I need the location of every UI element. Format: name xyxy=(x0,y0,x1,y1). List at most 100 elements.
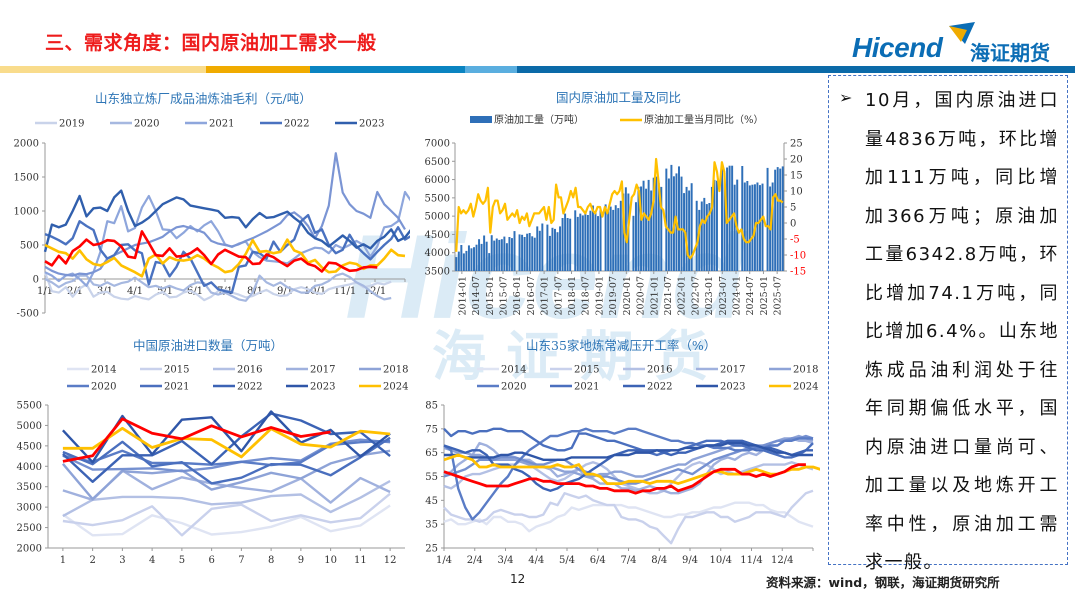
legend-label-2021: 2021 xyxy=(164,382,189,393)
bar xyxy=(655,176,658,271)
logo-arrow-icon xyxy=(949,22,975,44)
bar xyxy=(650,190,653,271)
bar xyxy=(586,215,589,271)
bar xyxy=(554,228,556,271)
series-line-2020 xyxy=(44,272,392,302)
series-line-2023 xyxy=(444,441,813,462)
bar xyxy=(766,167,769,271)
series-line-2025 xyxy=(62,417,331,463)
bar xyxy=(609,206,612,271)
bar xyxy=(589,210,592,271)
x-tick-label: 2014-07 xyxy=(471,276,482,315)
y-left-tick-label: 5000 xyxy=(425,212,450,223)
x-tick-label: 4 xyxy=(149,555,155,566)
y-tick-label: 2000 xyxy=(17,544,42,555)
y-tick-label: 3000 xyxy=(17,503,42,514)
bar xyxy=(645,188,648,271)
bar xyxy=(667,178,670,271)
bar xyxy=(756,182,759,271)
series-line-2018 xyxy=(61,449,391,501)
y-tick-label: 35 xyxy=(425,520,438,531)
x-tick-label: 9 xyxy=(298,555,304,566)
bar xyxy=(748,185,751,271)
x-tick-label: 2024-07 xyxy=(745,276,756,315)
bar xyxy=(597,216,599,271)
bar xyxy=(642,180,645,271)
x-tick-label: 2017-01 xyxy=(540,276,551,315)
bar xyxy=(455,257,458,271)
x-tick-label: 8 xyxy=(268,555,274,566)
x-tick-label: 2/4 xyxy=(467,555,483,566)
bar xyxy=(776,167,779,271)
bar xyxy=(462,253,465,271)
series-line-2016 xyxy=(62,479,391,518)
y-tick-label: 2000 xyxy=(14,139,39,150)
series-line-2019 xyxy=(43,271,392,302)
bar xyxy=(473,247,475,271)
x-tick-label: 2021-01 xyxy=(649,276,660,315)
bar xyxy=(569,218,572,271)
y-left-tick-label: 6500 xyxy=(425,157,450,168)
bar xyxy=(495,238,498,271)
bar xyxy=(546,224,549,271)
bar xyxy=(624,187,627,271)
bar xyxy=(599,208,602,271)
x-tick-label: 11/4 xyxy=(740,555,762,566)
bar xyxy=(513,231,516,271)
x-tick-label: 2022-01 xyxy=(677,276,688,315)
y-tick-label: 5500 xyxy=(17,401,42,412)
series-line-2024 xyxy=(44,238,406,278)
bar xyxy=(483,235,486,271)
chart-refinery-margin: 2019202020212022202320242025-50005001000… xyxy=(14,119,410,320)
x-tick-label: 2015-07 xyxy=(498,276,509,315)
y-left-tick-label: 4500 xyxy=(425,230,450,241)
x-tick-label: 2017-07 xyxy=(553,276,564,315)
legend-label-2015: 2015 xyxy=(164,365,189,376)
bar xyxy=(751,184,754,271)
legend-label-2022: 2022 xyxy=(284,119,309,130)
x-tick-label: 9/4 xyxy=(682,555,698,566)
bar xyxy=(612,209,615,271)
x-tick-label: 2020-01 xyxy=(622,276,633,315)
series-line-2025 xyxy=(443,463,806,495)
x-tick-label: 2020-07 xyxy=(636,276,647,315)
bar xyxy=(705,204,708,271)
legend-label-2023: 2023 xyxy=(359,119,384,130)
y-right-tick-label: -5 xyxy=(790,235,800,246)
x-tick-label: 2018-01 xyxy=(567,276,578,315)
x-tick-label: 12 xyxy=(384,555,397,566)
bar xyxy=(721,166,723,271)
bar xyxy=(536,226,539,271)
bar xyxy=(710,186,713,271)
series-line-2021 xyxy=(62,436,391,485)
x-tick-label: 2019-07 xyxy=(608,276,619,315)
x-tick-label: 2023-07 xyxy=(718,276,729,315)
bar xyxy=(700,201,703,271)
chart-crude-imports: 2014201520162017201820192020202120222023… xyxy=(17,365,409,567)
bar xyxy=(713,179,716,271)
header-band-3 xyxy=(310,66,465,73)
page-number: 12 xyxy=(510,572,526,586)
legend-label-2015: 2015 xyxy=(574,365,599,376)
bar xyxy=(758,185,761,271)
header-band-1 xyxy=(0,66,206,73)
bar xyxy=(657,183,660,271)
y-left-tick-label: 4000 xyxy=(425,248,450,259)
company-logo: Hicend 海证期货 xyxy=(852,22,1072,66)
bar xyxy=(670,164,673,271)
bar xyxy=(508,237,511,271)
series-line-2025 xyxy=(44,230,378,273)
y-tick-label: 3500 xyxy=(17,482,42,493)
series-line-2014 xyxy=(62,504,391,537)
y-tick-label: 1500 xyxy=(14,173,39,184)
series-line-2014 xyxy=(443,501,814,533)
x-tick-label: 9/1 xyxy=(277,286,293,297)
bar xyxy=(531,236,534,271)
logo-wordmark: Hicend xyxy=(852,32,943,63)
bar xyxy=(733,184,736,271)
bar xyxy=(680,176,683,271)
bar xyxy=(503,236,506,271)
bar xyxy=(556,232,559,271)
bar xyxy=(715,180,718,271)
bar xyxy=(743,182,746,271)
